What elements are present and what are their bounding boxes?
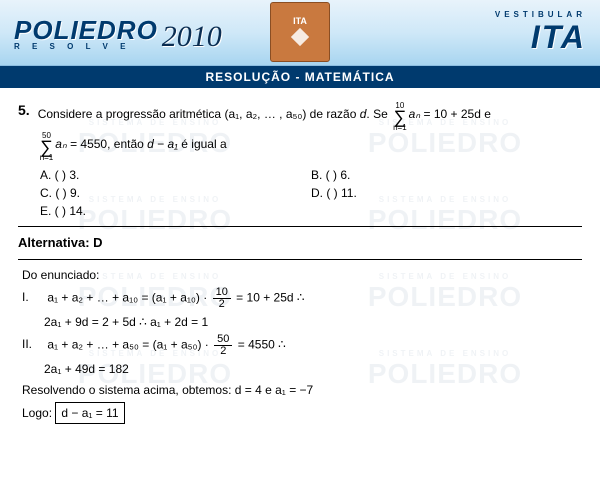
- solution-step-ii-2: 2a₁ + 49d = 182: [44, 360, 582, 378]
- divider: [18, 226, 582, 227]
- boxed-answer: d − a₁ = 11: [55, 402, 124, 424]
- alt-e: E. ( ) 14.: [40, 202, 311, 220]
- alt-d: D. ( ) 11.: [311, 184, 582, 202]
- sum-2: 50 ∑ n=1: [40, 132, 54, 162]
- solution-step-ii-1: II. a₁ + a₂ + … + a₅₀ = (a₁ + a₅₀) · 502…: [22, 334, 582, 357]
- alt-a: A. ( ) 3.: [40, 166, 311, 184]
- question-number: 5.: [18, 100, 30, 121]
- solution-step-i-1: I. a₁ + a₂ + … + a₁₀ = (a₁ + a₁₀) · 102 …: [22, 287, 582, 310]
- brand-main: POLIEDRO: [14, 15, 158, 46]
- page-header: POLIEDRO R E S O L V E 2010 ITA VESTIBUL…: [0, 0, 600, 66]
- question-text: Considere a progressão aritmética (a₁, a…: [38, 100, 582, 160]
- solution-intro: Do enunciado:: [22, 266, 582, 284]
- brand-right: VESTIBULAR ITA: [495, 10, 586, 56]
- section-banner: RESOLUÇÃO - MATEMÁTICA: [0, 66, 600, 88]
- solution-final: Logo: d − a₁ = 11: [22, 402, 582, 424]
- answer-label: Alternativa: D: [18, 233, 582, 253]
- brand-year: 2010: [162, 20, 222, 54]
- alt-c: C. ( ) 9.: [40, 184, 311, 202]
- ita-title: ITA: [495, 19, 586, 56]
- alt-b: B. ( ) 6.: [311, 166, 582, 184]
- brand-left: POLIEDRO R E S O L V E: [14, 15, 158, 51]
- alternatives: A. ( ) 3. B. ( ) 6. C. ( ) 9. D. ( ) 11.…: [40, 166, 582, 220]
- vestibular-label: VESTIBULAR: [495, 10, 586, 19]
- question-block: 5. Considere a progressão aritmética (a₁…: [18, 100, 582, 160]
- solution-resolve: Resolvendo o sistema acima, obtemos: d =…: [22, 381, 582, 399]
- divider-2: [18, 259, 582, 260]
- solution-step-i-2: 2a₁ + 9d = 2 + 5d ∴ a₁ + 2d = 1: [44, 313, 582, 331]
- center-booklet-icon: ITA: [270, 2, 330, 62]
- sum-1: 10 ∑ n=1: [393, 102, 407, 132]
- content-area: 5. Considere a progressão aritmética (a₁…: [0, 88, 600, 435]
- solution-block: Do enunciado: I. a₁ + a₂ + … + a₁₀ = (a₁…: [22, 266, 582, 424]
